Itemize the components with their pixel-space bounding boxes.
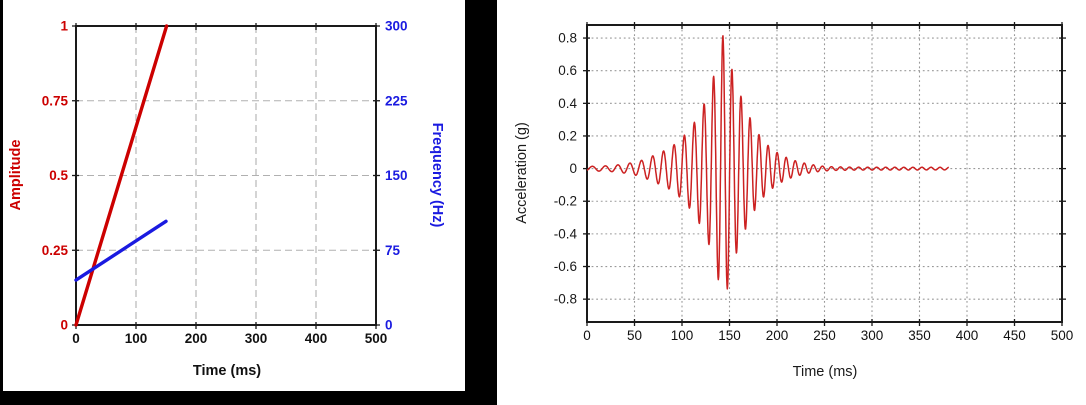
- acceleration-plot: 0 50 100 150 200 250 300 350 400 450 500 -0.8 -0.6 -0…: [554, 22, 1074, 343]
- frequency-tick-label: 75: [385, 243, 401, 258]
- acceleration-tick-label: 0.4: [558, 96, 577, 111]
- acceleration-tick-label: -0.6: [554, 259, 577, 274]
- x-tick-label: 500: [365, 331, 388, 346]
- x-tick-label: 300: [861, 328, 884, 343]
- x-tick-label: 400: [305, 331, 328, 346]
- acceleration-tick-label: 0.2: [558, 128, 577, 143]
- acceleration-time-axis-title: Time (ms): [792, 364, 858, 380]
- acceleration-tick-label: -0.2: [554, 194, 577, 209]
- amplitude-tick-label: 0.75: [42, 93, 69, 108]
- x-tick-label: 100: [671, 328, 694, 343]
- amplitude-axis-title: Amplitude: [8, 139, 24, 211]
- acceleration-tick-label: -0.8: [554, 292, 577, 307]
- x-tick-label: 350: [908, 328, 931, 343]
- acceleration-tick-label: 0.8: [558, 31, 577, 46]
- acceleration-waveform-path: [586, 35, 950, 290]
- x-tick-label: 200: [766, 328, 789, 343]
- x-tick-label: 500: [1051, 328, 1074, 343]
- sweep-profile-chart: 0 100 200 300 400 500 0 0.25 0.5 0.75 1 0 75 150 225 30…: [3, 0, 465, 391]
- frequency-sweep-line: [74, 219, 168, 282]
- frequency-tick-label: 150: [385, 168, 408, 183]
- x-tick-label: 450: [1003, 328, 1026, 343]
- x-tick-label: 250: [813, 328, 836, 343]
- acceleration-tick-label: 0: [569, 161, 577, 176]
- amplitude-tick-label: 1: [60, 19, 68, 34]
- amplitude-tick-label: 0.5: [49, 168, 68, 183]
- frequency-tick-label: 225: [385, 93, 408, 108]
- amplitude-tick-label: 0: [60, 318, 68, 333]
- amplitude-ramp-line: [74, 24, 169, 327]
- amplitude-tick-label: 0.25: [42, 243, 69, 258]
- x-tick-label: 200: [185, 331, 208, 346]
- x-tick-label: 300: [245, 331, 268, 346]
- x-tick-label: 50: [627, 328, 642, 343]
- x-tick-label: 400: [956, 328, 979, 343]
- frequency-tick-label: 0: [385, 318, 393, 333]
- x-tick-label: 100: [125, 331, 148, 346]
- frequency-axis-title: Frequency (Hz): [429, 122, 445, 228]
- frequency-tick-label: 300: [385, 19, 408, 34]
- acceleration-tick-label: 0.6: [558, 63, 577, 78]
- acceleration-panel: 0 50 100 150 200 250 300 350 400 450 500 -0.8 -0.6 -0…: [497, 0, 1086, 405]
- sweep-profile-plot: 0 100 200 300 400 50000.250.50.75107515022530…: [42, 19, 408, 347]
- sweep-time-axis-title: Time (ms): [192, 363, 262, 379]
- acceleration-tick-label: -0.4: [554, 226, 578, 241]
- x-tick-label: 150: [718, 328, 741, 343]
- x-tick-label: 0: [72, 331, 80, 346]
- x-tick-label: 0: [583, 328, 591, 343]
- acceleration-axis-title: Acceleration (g): [514, 122, 530, 224]
- sweep-profile-panel: 0 100 200 300 400 500 0 0.25 0.5 0.75 1 0 75 150 225 30…: [0, 0, 497, 405]
